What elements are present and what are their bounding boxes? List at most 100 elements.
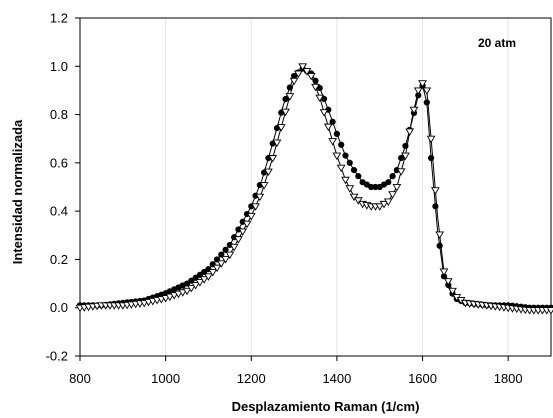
series-2-point — [323, 123, 333, 132]
y-tick-label: 1.0 — [50, 59, 68, 74]
series-1-point — [222, 246, 229, 253]
series-2-point — [216, 260, 226, 268]
series-2-point — [379, 200, 389, 209]
series-2-point — [409, 106, 419, 115]
series-2-point — [375, 203, 385, 211]
series-2-point — [345, 185, 355, 193]
series-2-point — [174, 290, 183, 299]
ticks-layer: 800 1000 1200 1400 1600 1800 -0.2 0.0 0.2 0.4 0.6 0… — [46, 11, 523, 387]
series-2-point — [199, 276, 209, 284]
series-1-point — [432, 203, 439, 210]
series-2-point — [315, 94, 325, 103]
series-2-point — [251, 203, 260, 211]
series-1-point — [333, 130, 341, 137]
series-2-point — [281, 108, 290, 117]
y-tick-label: 0.6 — [50, 155, 68, 170]
series-2-point — [169, 292, 179, 300]
series-2-point — [285, 93, 295, 101]
series-2-point — [448, 287, 457, 296]
series-2-point — [405, 128, 415, 136]
x-tick-label: 800 — [69, 371, 91, 386]
series-2-point — [435, 231, 445, 239]
series-1-point — [368, 183, 375, 191]
series-1-point — [342, 152, 349, 159]
series-2-point — [422, 87, 432, 95]
series-1-point — [282, 96, 289, 103]
x-axis-title: Desplazamiento Raman (1/cm) — [232, 399, 420, 414]
series-1-point — [389, 173, 396, 180]
series-2-point — [418, 80, 427, 88]
series-1-point — [355, 173, 362, 180]
series-2-point — [255, 193, 265, 202]
series-1-point — [398, 154, 405, 162]
series-2-point — [298, 63, 308, 71]
series-2-point — [229, 243, 239, 252]
series-2-point — [401, 152, 410, 161]
series-2-point — [392, 184, 402, 192]
series-2-point — [178, 289, 188, 297]
y-tick-label: -0.2 — [46, 349, 68, 364]
series-2-point — [208, 269, 218, 277]
series-2-point — [293, 70, 303, 79]
series-2-point — [349, 193, 359, 202]
series-1-point — [372, 183, 379, 191]
series-2-point — [388, 191, 397, 199]
x-tick-label: 1600 — [408, 371, 437, 386]
y-tick-label: 0.2 — [50, 252, 68, 267]
series-2-point — [319, 109, 329, 117]
series-2-point — [431, 187, 440, 195]
series-2-point — [306, 72, 316, 81]
series-2-point — [332, 152, 342, 161]
pressure-annotation: 20 atm — [478, 36, 516, 50]
series-2-point — [264, 168, 273, 177]
series-2-point — [413, 87, 423, 95]
series-2-point — [182, 287, 192, 296]
series-1-point — [350, 167, 358, 174]
series-2-point — [186, 284, 196, 293]
series-2-point — [353, 197, 363, 205]
x-tick-label: 1400 — [322, 371, 351, 386]
y-axis-title: Intensidad normalizada — [10, 119, 25, 264]
series-2-point — [212, 264, 222, 273]
series-2-point — [328, 138, 338, 146]
series-2-point — [246, 212, 256, 221]
series-1-point — [423, 99, 430, 106]
series-2 — [75, 63, 553, 315]
series-2-point — [276, 124, 286, 132]
series-layer — [75, 63, 553, 315]
series-2-point — [221, 255, 230, 264]
series-2-point — [426, 135, 436, 144]
series-2-point — [195, 279, 205, 287]
series-2-point — [396, 168, 406, 176]
series-2-point — [289, 77, 299, 86]
series-2-point — [272, 139, 282, 148]
series-2-point — [242, 220, 252, 229]
series-2-point — [165, 293, 175, 302]
y-tick-label: 0.8 — [50, 107, 68, 122]
series-2-point — [259, 182, 269, 190]
y-tick-label: 0.0 — [50, 300, 68, 315]
plot-area-frame — [79, 17, 552, 357]
x-tick-label: 1200 — [237, 371, 266, 386]
series-2-point — [238, 228, 248, 236]
x-tick-label: 1000 — [151, 371, 180, 386]
series-2-point — [341, 176, 350, 185]
series-2-point — [191, 282, 200, 290]
series-2-point — [336, 164, 346, 173]
series-1-point — [329, 118, 336, 125]
series-2-point — [234, 236, 243, 244]
x-tick-label: 1800 — [494, 371, 523, 386]
y-tick-label: 1.2 — [50, 11, 68, 26]
series-1-point — [385, 179, 392, 186]
series-1-point — [436, 242, 443, 249]
series-2-point — [311, 83, 320, 92]
series-2-point — [268, 155, 278, 163]
series-2-point — [383, 198, 393, 206]
series-2-point — [204, 273, 213, 281]
series-2-point — [443, 278, 453, 286]
series-2-point — [161, 295, 171, 303]
series-2-point — [439, 268, 449, 276]
series-2-point — [302, 68, 312, 76]
